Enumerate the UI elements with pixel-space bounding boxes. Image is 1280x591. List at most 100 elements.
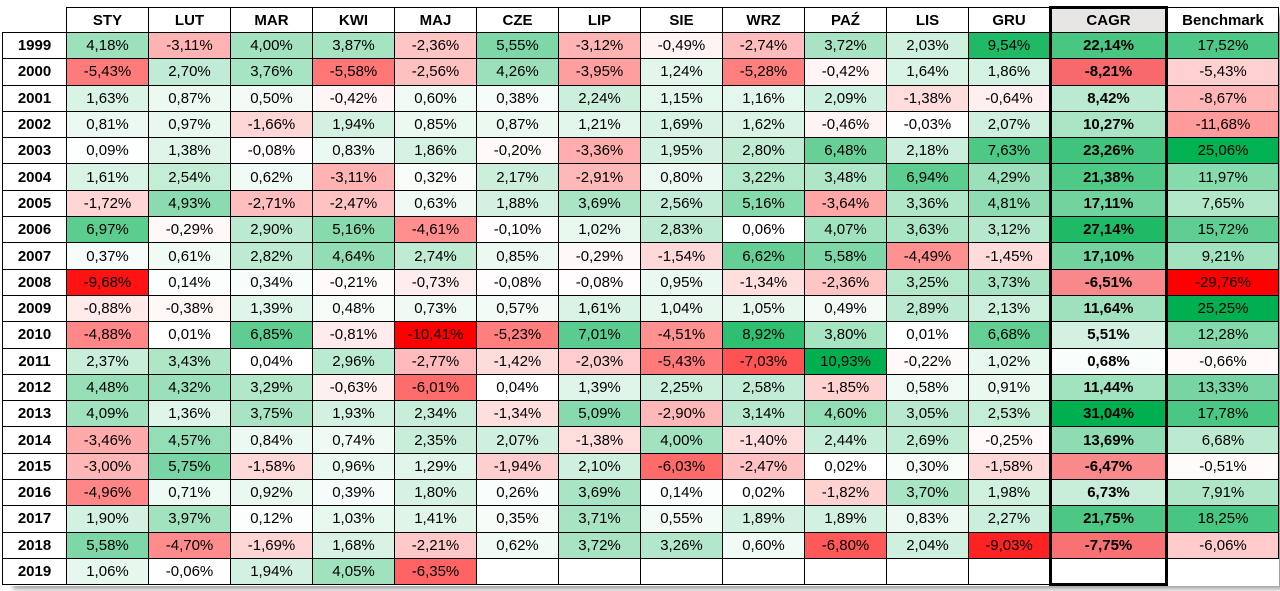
benchmark-cell[interactable]: 12,28%: [1166, 321, 1279, 349]
benchmark-cell[interactable]: -11,68%: [1166, 110, 1279, 139]
year-label[interactable]: 2008: [2, 268, 67, 296]
return-cell[interactable]: 1,41%: [394, 505, 477, 533]
return-cell[interactable]: -1,58%: [968, 452, 1051, 481]
return-cell[interactable]: 2,54%: [148, 163, 231, 191]
return-cell[interactable]: -0,42%: [312, 84, 395, 112]
return-cell[interactable]: -0,08%: [230, 137, 313, 165]
return-cell[interactable]: -1,38%: [886, 84, 969, 112]
return-cell[interactable]: 3,22%: [722, 163, 805, 191]
return-cell[interactable]: 2,37%: [66, 347, 149, 375]
return-cell[interactable]: 4,07%: [804, 216, 887, 244]
return-cell[interactable]: -6,35%: [394, 557, 477, 586]
year-label[interactable]: 2015: [2, 452, 67, 481]
return-cell[interactable]: 4,60%: [804, 400, 887, 428]
return-cell[interactable]: 1,16%: [722, 84, 805, 112]
cagr-cell[interactable]: 8,42%: [1049, 84, 1168, 112]
return-cell[interactable]: 0,92%: [230, 479, 313, 507]
return-cell[interactable]: -1,42%: [476, 347, 559, 375]
year-label[interactable]: 2000: [2, 58, 67, 86]
return-cell[interactable]: -0,22%: [886, 347, 969, 375]
year-label[interactable]: 2006: [2, 216, 67, 244]
return-cell[interactable]: -1,85%: [804, 373, 887, 402]
return-cell[interactable]: 1,39%: [558, 373, 641, 402]
return-cell[interactable]: 2,70%: [148, 58, 231, 86]
return-cell[interactable]: -0,73%: [394, 268, 477, 296]
return-cell[interactable]: -0,42%: [804, 58, 887, 86]
return-cell[interactable]: -5,43%: [66, 58, 149, 86]
return-cell[interactable]: 0,48%: [312, 294, 395, 323]
cagr-cell[interactable]: 21,75%: [1049, 505, 1168, 533]
return-cell[interactable]: -1,58%: [230, 452, 313, 481]
return-cell[interactable]: 5,09%: [558, 400, 641, 428]
return-cell[interactable]: -3,12%: [558, 31, 641, 60]
return-cell[interactable]: 1,02%: [968, 347, 1051, 375]
return-cell[interactable]: 1,06%: [66, 557, 149, 586]
return-cell[interactable]: 1,29%: [394, 452, 477, 481]
return-cell[interactable]: -1,82%: [804, 479, 887, 507]
return-cell[interactable]: [886, 557, 969, 586]
return-cell[interactable]: 1,62%: [722, 110, 805, 139]
return-cell[interactable]: 3,36%: [886, 189, 969, 218]
return-cell[interactable]: 2,09%: [804, 84, 887, 112]
return-cell[interactable]: 5,16%: [312, 216, 395, 244]
cagr-cell[interactable]: 13,69%: [1049, 426, 1168, 454]
return-cell[interactable]: 0,57%: [476, 294, 559, 323]
benchmark-cell[interactable]: -29,76%: [1166, 268, 1279, 296]
return-cell[interactable]: 2,56%: [640, 189, 723, 218]
return-cell[interactable]: 2,80%: [722, 137, 805, 165]
return-cell[interactable]: 2,89%: [886, 294, 969, 323]
return-cell[interactable]: 3,69%: [558, 479, 641, 507]
return-cell[interactable]: -5,43%: [640, 347, 723, 375]
return-cell[interactable]: 4,81%: [968, 189, 1051, 218]
benchmark-cell[interactable]: -0,51%: [1166, 452, 1279, 481]
return-cell[interactable]: -0,63%: [312, 373, 395, 402]
column-header-benchmark[interactable]: Benchmark: [1166, 7, 1279, 33]
return-cell[interactable]: 4,32%: [148, 373, 231, 402]
return-cell[interactable]: 4,48%: [66, 373, 149, 402]
return-cell[interactable]: 3,72%: [804, 31, 887, 60]
return-cell[interactable]: -0,29%: [148, 216, 231, 244]
return-cell[interactable]: 2,13%: [968, 294, 1051, 323]
return-cell[interactable]: -10,41%: [394, 321, 477, 349]
return-cell[interactable]: 0,71%: [148, 479, 231, 507]
cagr-cell[interactable]: -6,51%: [1049, 268, 1168, 296]
return-cell[interactable]: 2,25%: [640, 373, 723, 402]
benchmark-cell[interactable]: 13,33%: [1166, 373, 1279, 402]
return-cell[interactable]: 3,76%: [230, 58, 313, 86]
year-label[interactable]: 2003: [2, 137, 67, 165]
return-cell[interactable]: -1,45%: [968, 242, 1051, 270]
return-cell[interactable]: 0,85%: [476, 242, 559, 270]
year-label[interactable]: 1999: [2, 31, 67, 60]
return-cell[interactable]: -2,91%: [558, 163, 641, 191]
return-cell[interactable]: 0,38%: [476, 84, 559, 112]
return-cell[interactable]: 0,14%: [640, 479, 723, 507]
year-label[interactable]: 2005: [2, 189, 67, 218]
cagr-cell[interactable]: 0,68%: [1049, 347, 1168, 375]
return-cell[interactable]: 1,86%: [968, 58, 1051, 86]
return-cell[interactable]: 3,69%: [558, 189, 641, 218]
year-label[interactable]: 2009: [2, 294, 67, 323]
cagr-cell[interactable]: 6,73%: [1049, 479, 1168, 507]
return-cell[interactable]: [722, 557, 805, 586]
return-cell[interactable]: 2,74%: [394, 242, 477, 270]
return-cell[interactable]: -3,11%: [312, 163, 395, 191]
return-cell[interactable]: -1,54%: [640, 242, 723, 270]
return-cell[interactable]: 1,86%: [394, 137, 477, 165]
return-cell[interactable]: 0,74%: [312, 426, 395, 454]
return-cell[interactable]: -2,47%: [722, 452, 805, 481]
return-cell[interactable]: -4,96%: [66, 479, 149, 507]
return-cell[interactable]: 2,58%: [722, 373, 805, 402]
return-cell[interactable]: -2,90%: [640, 400, 723, 428]
return-cell[interactable]: 1,61%: [558, 294, 641, 323]
return-cell[interactable]: [968, 557, 1051, 586]
return-cell[interactable]: 0,14%: [148, 268, 231, 296]
return-cell[interactable]: 0,91%: [968, 373, 1051, 402]
benchmark-cell[interactable]: -5,43%: [1166, 58, 1279, 86]
return-cell[interactable]: 7,63%: [968, 137, 1051, 165]
benchmark-cell[interactable]: 6,68%: [1166, 426, 1279, 454]
return-cell[interactable]: 1,90%: [66, 505, 149, 533]
return-cell[interactable]: -0,08%: [558, 268, 641, 296]
return-cell[interactable]: 1,03%: [312, 505, 395, 533]
return-cell[interactable]: 0,06%: [722, 216, 805, 244]
return-cell[interactable]: 0,01%: [886, 321, 969, 349]
